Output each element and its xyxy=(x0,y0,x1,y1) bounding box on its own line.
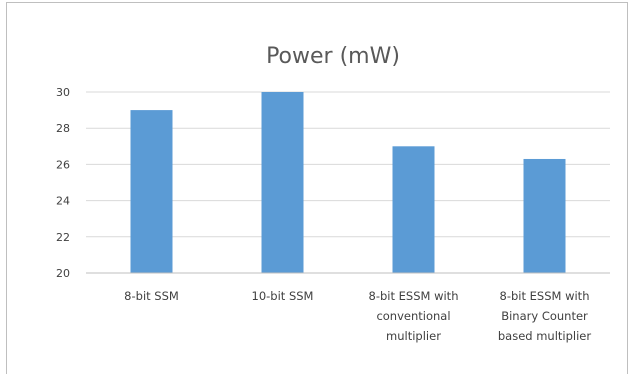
x-category-label: 8-bit ESSM with Binary Counter based multi… xyxy=(498,289,592,343)
x-category-label: 8-bit ESSM with conventional multiplier xyxy=(369,289,459,343)
x-axis-category-labels: 8-bit SSM 10-bit SSM 8-bit ESSM with conven… xyxy=(124,289,591,343)
y-tick-label: 30 xyxy=(56,86,70,99)
bar xyxy=(523,158,566,273)
chart-title: Power (mW) xyxy=(266,44,400,69)
y-tick-label: 24 xyxy=(56,195,70,208)
y-tick-label: 20 xyxy=(56,267,70,280)
bar xyxy=(392,146,435,273)
bars xyxy=(130,92,566,273)
x-category-label: 10-bit SSM xyxy=(252,289,314,303)
y-tick-label: 22 xyxy=(56,231,70,244)
x-category-label: 8-bit SSM xyxy=(124,289,179,303)
grid-lines xyxy=(86,91,610,238)
y-tick-label: 28 xyxy=(56,122,70,135)
y-tick-label: 26 xyxy=(56,158,70,171)
y-axis-tick-labels: 20 22 24 26 28 30 xyxy=(56,86,70,280)
bar xyxy=(261,92,304,273)
bar xyxy=(130,110,173,273)
